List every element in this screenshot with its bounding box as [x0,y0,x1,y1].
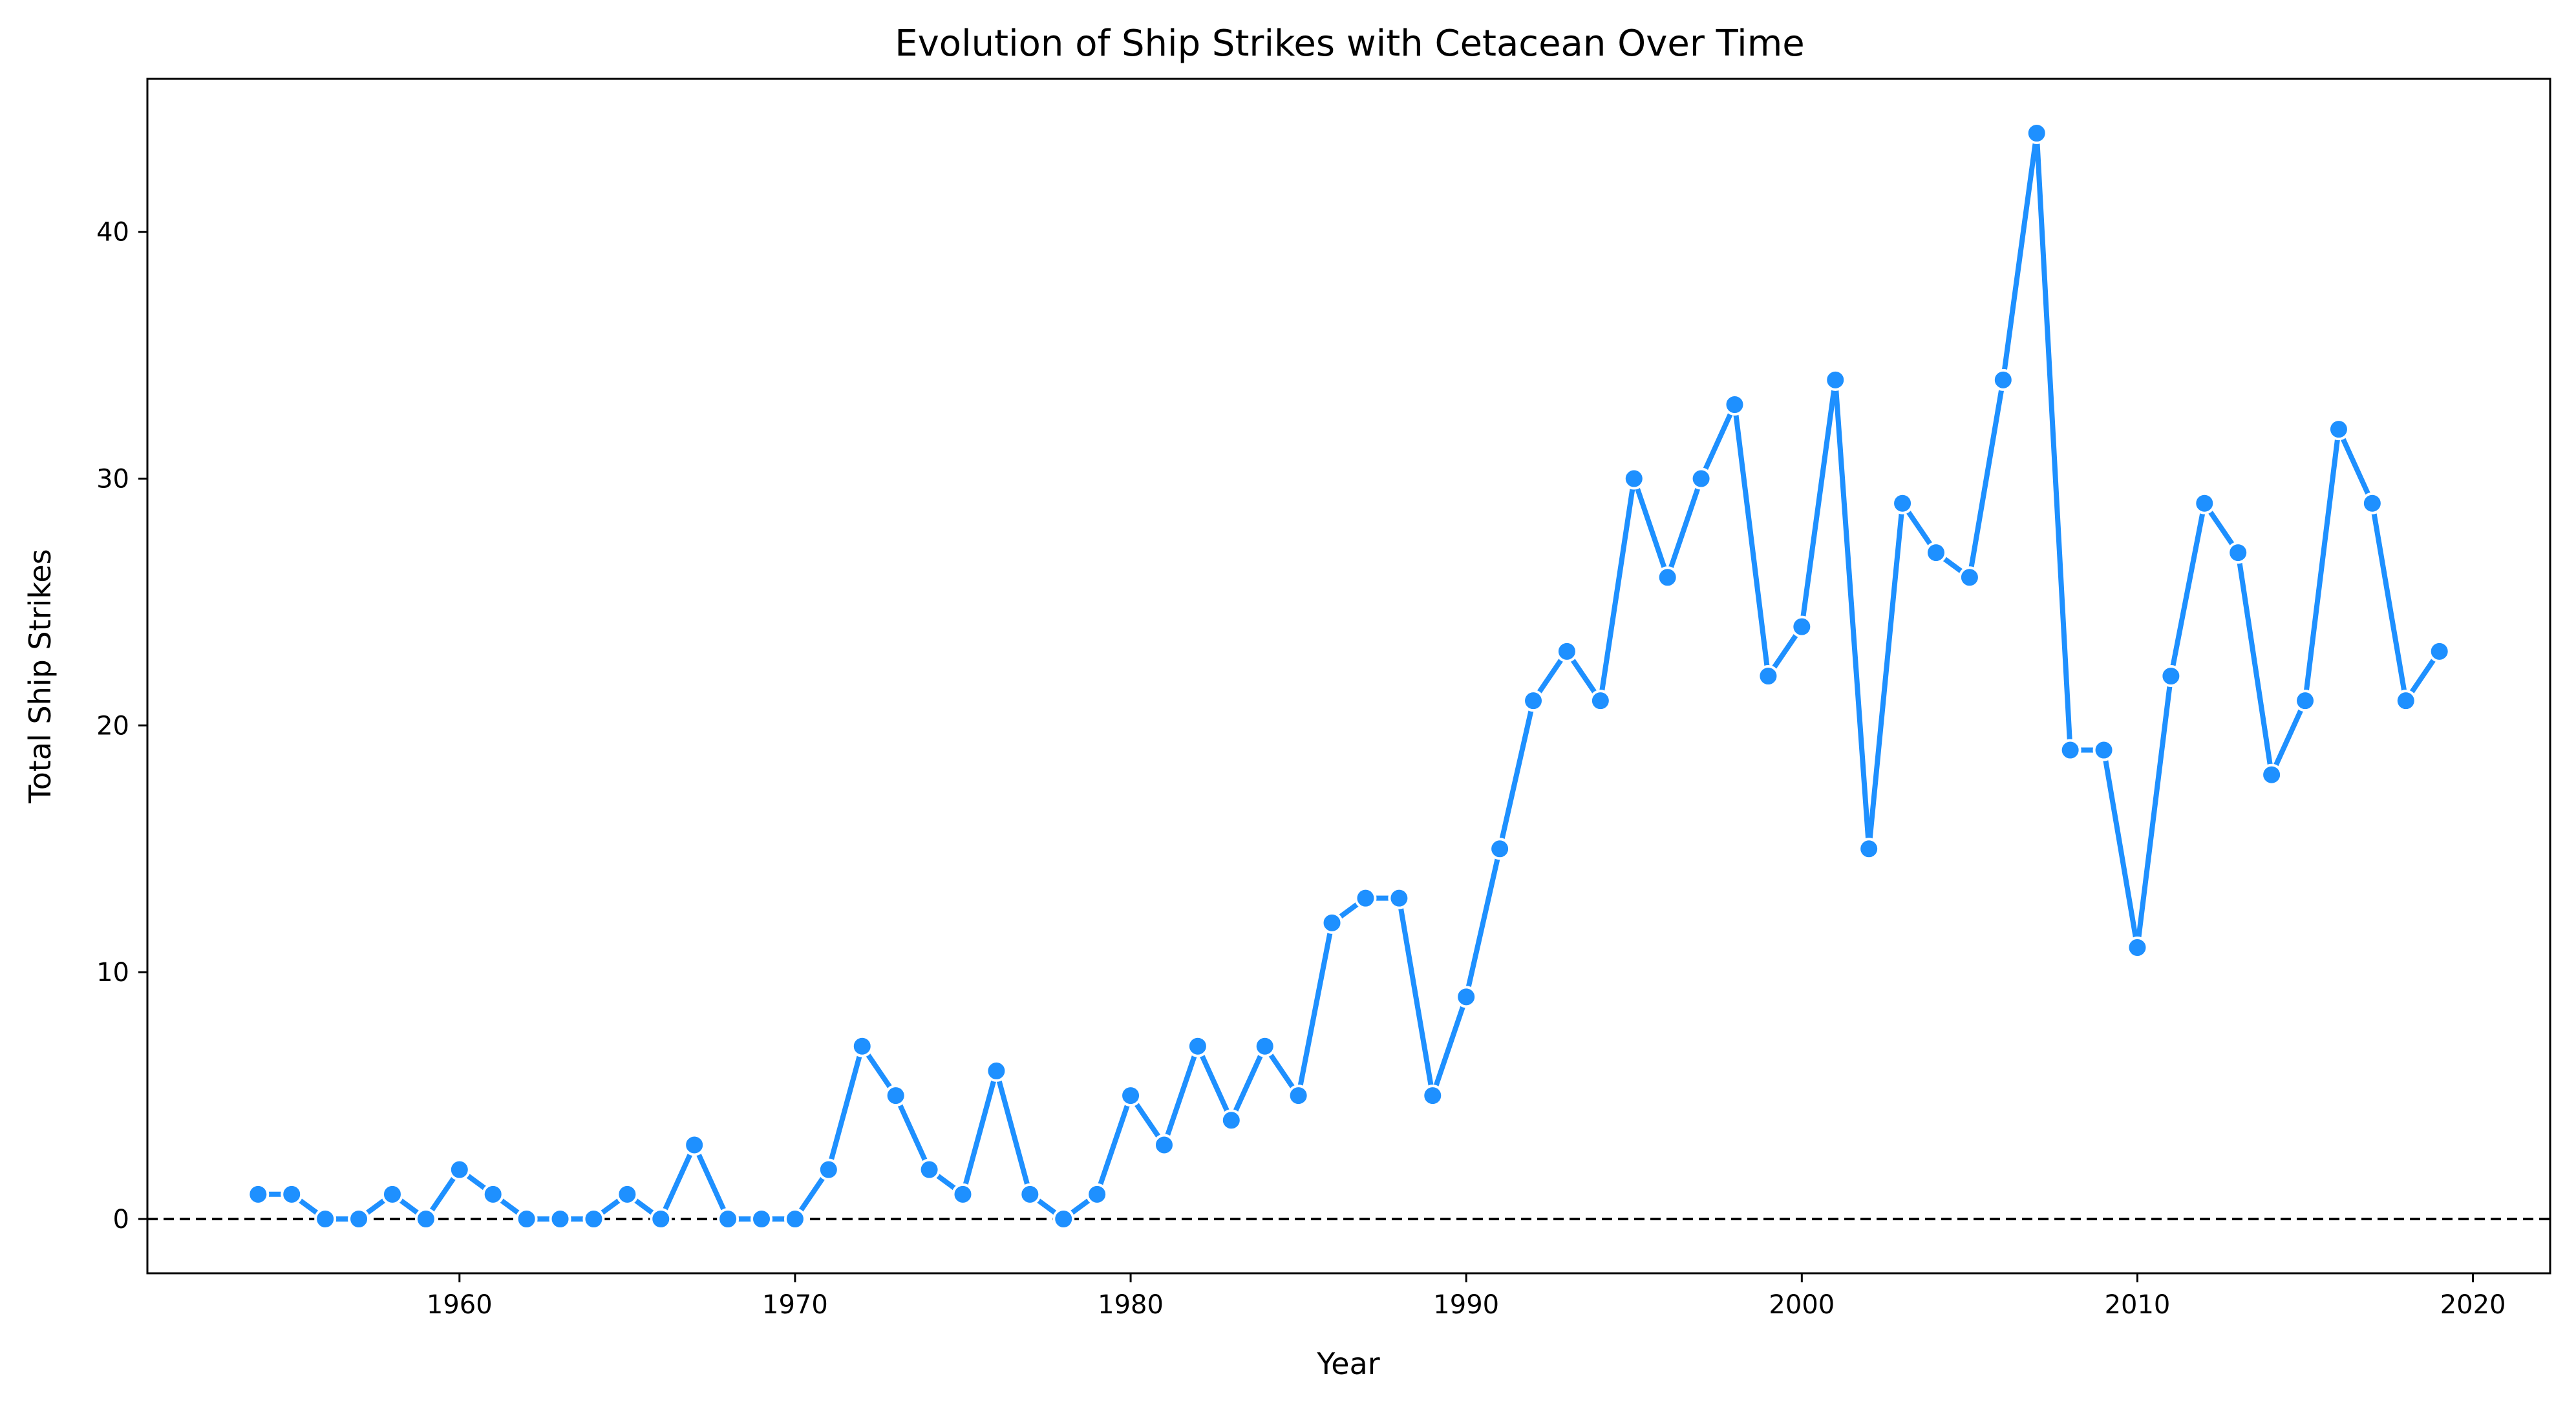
x-tick-label: 1970 [762,1290,828,1320]
marker-layer [247,122,2451,1230]
data-point [482,1183,504,1205]
data-point [650,1208,672,1230]
data-point [381,1183,403,1205]
y-tick-label: 10 [96,958,129,988]
data-point [2160,665,2182,687]
x-tick-label: 1990 [1433,1290,1499,1320]
data-point [247,1183,270,1205]
x-axis-label: Year [1316,1346,1379,1381]
data-point [750,1208,773,1230]
data-point [414,1208,437,1230]
data-point [2261,763,2283,786]
x-tick-label: 2010 [2105,1290,2171,1320]
data-point [1354,887,1377,909]
data-point [683,1134,706,1156]
data-point [616,1183,639,1205]
data-point [2059,739,2081,761]
data-point [2394,690,2417,712]
data-point [515,1208,538,1230]
y-tick-label: 30 [96,465,129,494]
data-point [1052,1208,1075,1230]
data-point [1656,566,1679,589]
data-point [1589,690,1612,712]
data-point [1858,838,1880,860]
data-point [1421,1085,1444,1107]
data-point [1186,1035,1209,1057]
data-point [1019,1183,1041,1205]
x-tick-label: 2000 [1769,1290,1835,1320]
data-point [1891,492,1914,514]
data-point [448,1158,471,1181]
data-point [1489,838,1511,860]
y-tick-label: 0 [113,1205,129,1234]
data-point [2361,492,2383,514]
data-point [952,1183,974,1205]
x-axis: 1960 1970 1980 1990 2000 2010 2020 [427,1273,2506,1320]
data-point [1924,542,1947,564]
data-point [1522,690,1545,712]
data-point [817,1158,840,1181]
data-point [2327,418,2350,441]
data-point [1086,1183,1109,1205]
data-point [2227,542,2250,564]
chart-title: Evolution of Ship Strikes with Cetacean … [895,23,1804,65]
data-point [1757,665,1780,687]
data-point [348,1208,370,1230]
y-tick-label: 20 [96,711,129,741]
data-point [1120,1085,1142,1107]
data-point [1723,394,1746,416]
data-point [1153,1134,1175,1156]
data-point [851,1035,873,1057]
data-point [1791,615,1813,638]
y-axis-label: Total Ship Strikes [23,549,58,803]
data-point [582,1208,605,1230]
data-point [985,1059,1008,1082]
data-point [549,1208,571,1230]
data-point [2428,640,2451,662]
x-tick-label: 1960 [427,1290,493,1320]
plot-frame [146,78,2551,1275]
data-point [1321,911,1343,934]
data-point [1958,566,1981,589]
y-tick-label: 40 [96,218,129,248]
data-point [2126,937,2149,959]
data-point [281,1183,303,1205]
series-layer [255,131,2442,1222]
data-point [2294,690,2317,712]
data-point [1220,1109,1242,1132]
data-point [1555,640,1578,662]
data-point [1824,368,1847,391]
data-point [1253,1035,1276,1057]
data-point [1690,467,1712,490]
series-line [255,131,2442,1222]
x-tick-label: 1980 [1098,1290,1164,1320]
data-point [884,1085,907,1107]
data-point [783,1208,806,1230]
data-point [918,1158,941,1181]
data-point [314,1208,337,1230]
data-point [1455,986,1478,1008]
data-point [1992,368,2014,391]
data-point [717,1208,740,1230]
data-point [2092,739,2115,761]
x-tick-label: 2020 [2440,1290,2506,1320]
data-point [2193,492,2216,514]
data-point [1623,467,1645,490]
y-axis: 0 10 20 30 40 [96,218,147,1234]
data-point [1388,887,1410,909]
data-point [1287,1085,1310,1107]
data-point [2025,122,2048,144]
